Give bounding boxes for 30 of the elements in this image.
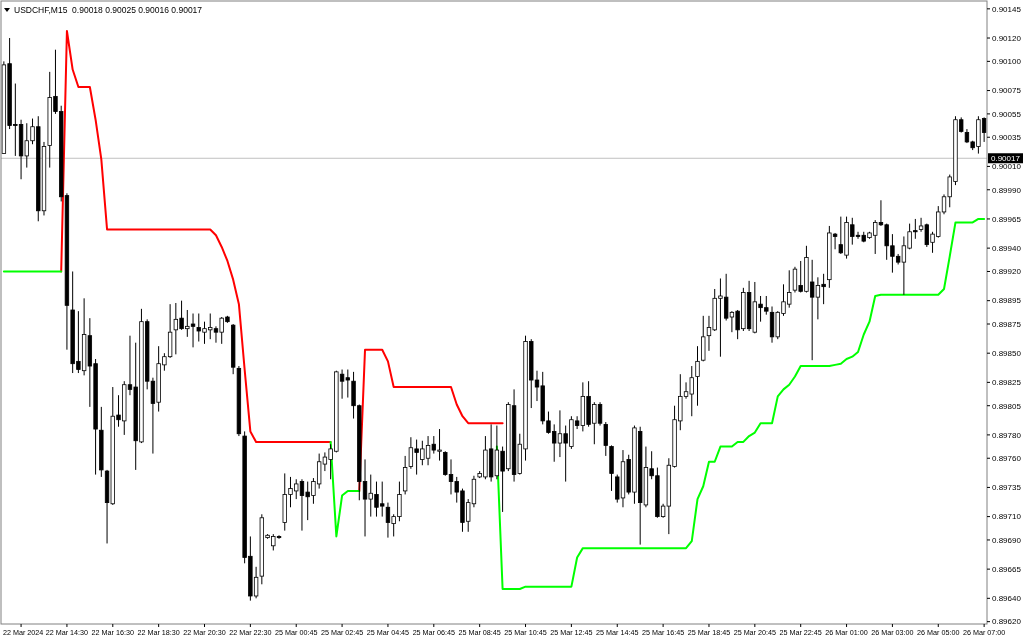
y-tick-label: 0.89850 — [992, 348, 1022, 358]
y-tick-label: 0.89640 — [992, 594, 1022, 604]
candlestick — [603, 421, 608, 457]
candlestick — [402, 455, 408, 495]
y-tick-label: 0.90100 — [992, 57, 1022, 67]
chart-title: USDCHF,M15 0.90018 0.90025 0.90016 0.90017 — [14, 5, 203, 15]
y-tick-label: 0.90075 — [992, 86, 1022, 96]
y-tick-label: 0.90120 — [992, 33, 1022, 43]
candlestick — [695, 345, 700, 407]
y-tick-label: 0.89990 — [992, 185, 1022, 195]
y-tick-label: 0.89965 — [992, 214, 1022, 224]
y-tick-label: 0.89805 — [992, 401, 1022, 411]
y-tick-label: 0.89940 — [992, 243, 1022, 253]
y-tick-label: 0.89620 — [992, 617, 1022, 627]
y-tick-label: 0.89690 — [992, 535, 1022, 545]
y-tick-label: 0.89920 — [992, 267, 1022, 277]
y-tick-label: 0.89760 — [992, 454, 1022, 464]
y-tick-label: 0.90010 — [992, 162, 1022, 172]
y-tick-label: 0.90145 — [992, 4, 1022, 14]
y-tick-label: 0.89895 — [992, 296, 1022, 306]
ref-line-label: 0.90017 — [991, 154, 1021, 164]
y-tick-label: 0.90055 — [992, 109, 1022, 119]
y-tick-label: 0.89665 — [992, 564, 1022, 574]
y-tick-label: 0.89875 — [992, 319, 1022, 329]
y-tick-label: 0.89735 — [992, 483, 1022, 493]
y-tick-label: 0.89780 — [992, 430, 1022, 440]
candlestick — [701, 315, 706, 362]
y-tick-label: 0.89710 — [992, 512, 1022, 522]
y-tick-label: 0.90035 — [992, 133, 1022, 143]
y-tick-label: 0.89825 — [992, 378, 1022, 388]
